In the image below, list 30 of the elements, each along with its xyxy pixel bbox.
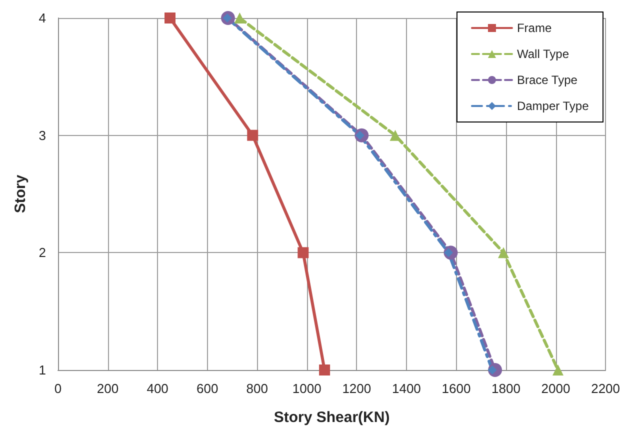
x-tick-label: 2000: [541, 381, 570, 396]
point: [247, 130, 258, 141]
point: [390, 130, 401, 141]
x-axis-title: Story Shear(KN): [274, 409, 390, 426]
x-tick-label: 1800: [492, 381, 520, 396]
x-tick-label: 1600: [442, 381, 471, 396]
x-tick-label: 200: [96, 381, 119, 396]
point: [319, 364, 330, 376]
x-tick-label: 2200: [591, 381, 620, 396]
legend-label: Damper Type: [516, 99, 590, 113]
point: [552, 364, 564, 376]
point: [498, 247, 509, 258]
y-tick-label: 3: [38, 128, 46, 143]
y-tick-label: 4: [38, 10, 46, 26]
y-tick-label: 2: [38, 245, 46, 260]
x-tick-label: 800: [246, 381, 268, 396]
y-axis-title: Story: [12, 174, 29, 214]
point: [164, 12, 176, 24]
x-tick-label: 1400: [392, 381, 421, 396]
x-tick-label: 400: [146, 381, 168, 396]
legend-label: Frame: [516, 21, 552, 35]
x-tick-label: 1200: [342, 381, 372, 396]
x-tick-label: 1000: [292, 381, 322, 396]
y-tick-label: 1: [38, 362, 46, 378]
x-tick-label: 0: [54, 381, 62, 396]
point: [234, 12, 246, 24]
legend-label: Brace Type: [516, 73, 578, 87]
point: [298, 247, 309, 258]
legend-label: Wall Type: [516, 47, 570, 61]
x-tick-label: 600: [196, 381, 218, 396]
